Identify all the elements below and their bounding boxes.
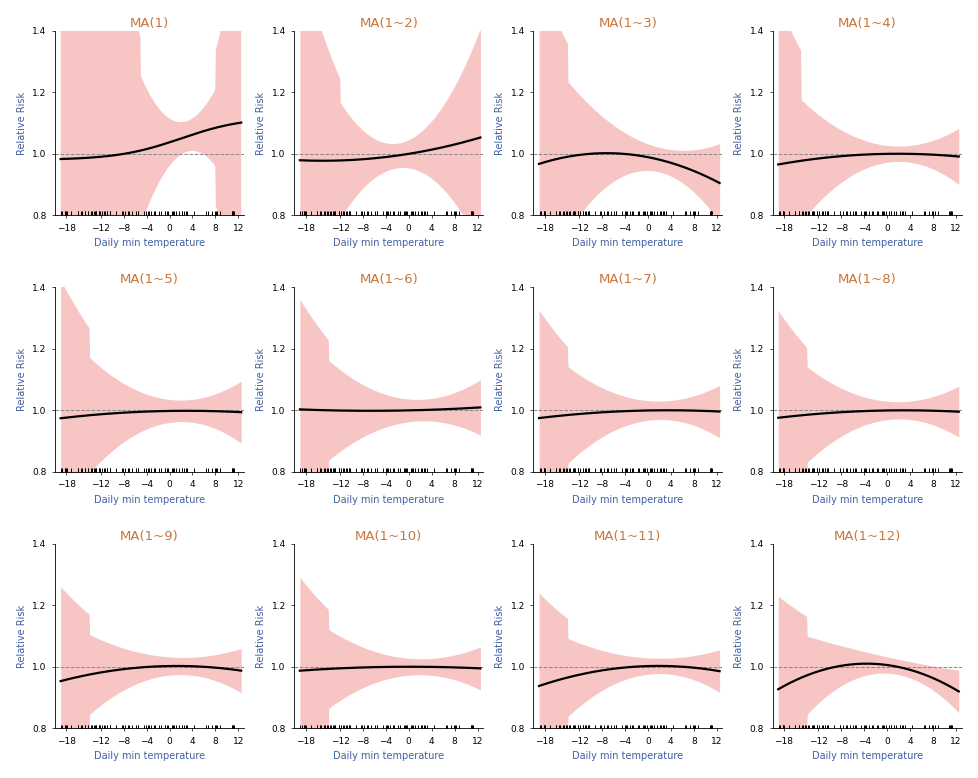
Y-axis label: Relative Risk: Relative Risk [17, 92, 26, 155]
X-axis label: Daily min temperature: Daily min temperature [572, 495, 683, 505]
X-axis label: Daily min temperature: Daily min temperature [94, 495, 204, 505]
X-axis label: Daily min temperature: Daily min temperature [811, 495, 921, 505]
Y-axis label: Relative Risk: Relative Risk [17, 348, 26, 412]
Title: MA(1~12): MA(1~12) [832, 530, 900, 543]
Y-axis label: Relative Risk: Relative Risk [734, 92, 743, 155]
Y-axis label: Relative Risk: Relative Risk [255, 92, 266, 155]
X-axis label: Daily min temperature: Daily min temperature [811, 238, 921, 248]
Title: MA(1~10): MA(1~10) [355, 530, 422, 543]
Y-axis label: Relative Risk: Relative Risk [255, 348, 266, 412]
Title: MA(1~5): MA(1~5) [120, 273, 179, 286]
X-axis label: Daily min temperature: Daily min temperature [333, 495, 444, 505]
Title: MA(1~11): MA(1~11) [594, 530, 661, 543]
Y-axis label: Relative Risk: Relative Risk [495, 605, 505, 668]
Title: MA(1): MA(1) [130, 16, 169, 30]
Y-axis label: Relative Risk: Relative Risk [495, 92, 505, 155]
X-axis label: Daily min temperature: Daily min temperature [333, 238, 444, 248]
Y-axis label: Relative Risk: Relative Risk [734, 605, 743, 668]
X-axis label: Daily min temperature: Daily min temperature [94, 238, 204, 248]
X-axis label: Daily min temperature: Daily min temperature [333, 752, 444, 762]
X-axis label: Daily min temperature: Daily min temperature [572, 238, 683, 248]
Title: MA(1~8): MA(1~8) [837, 273, 896, 286]
Y-axis label: Relative Risk: Relative Risk [734, 348, 743, 412]
Y-axis label: Relative Risk: Relative Risk [495, 348, 505, 412]
X-axis label: Daily min temperature: Daily min temperature [811, 752, 921, 762]
Title: MA(1~7): MA(1~7) [598, 273, 656, 286]
X-axis label: Daily min temperature: Daily min temperature [94, 752, 204, 762]
Title: MA(1~4): MA(1~4) [837, 16, 896, 30]
Title: MA(1~6): MA(1~6) [359, 273, 418, 286]
Y-axis label: Relative Risk: Relative Risk [255, 605, 266, 668]
Title: MA(1~9): MA(1~9) [120, 530, 179, 543]
Title: MA(1~2): MA(1~2) [359, 16, 418, 30]
Title: MA(1~3): MA(1~3) [598, 16, 656, 30]
X-axis label: Daily min temperature: Daily min temperature [572, 752, 683, 762]
Y-axis label: Relative Risk: Relative Risk [17, 605, 26, 668]
